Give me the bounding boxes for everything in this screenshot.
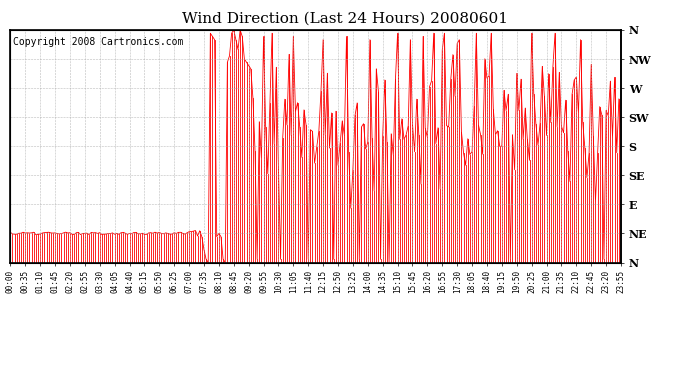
Text: Wind Direction (Last 24 Hours) 20080601: Wind Direction (Last 24 Hours) 20080601 xyxy=(182,11,508,25)
Text: Copyright 2008 Cartronics.com: Copyright 2008 Cartronics.com xyxy=(13,37,184,47)
